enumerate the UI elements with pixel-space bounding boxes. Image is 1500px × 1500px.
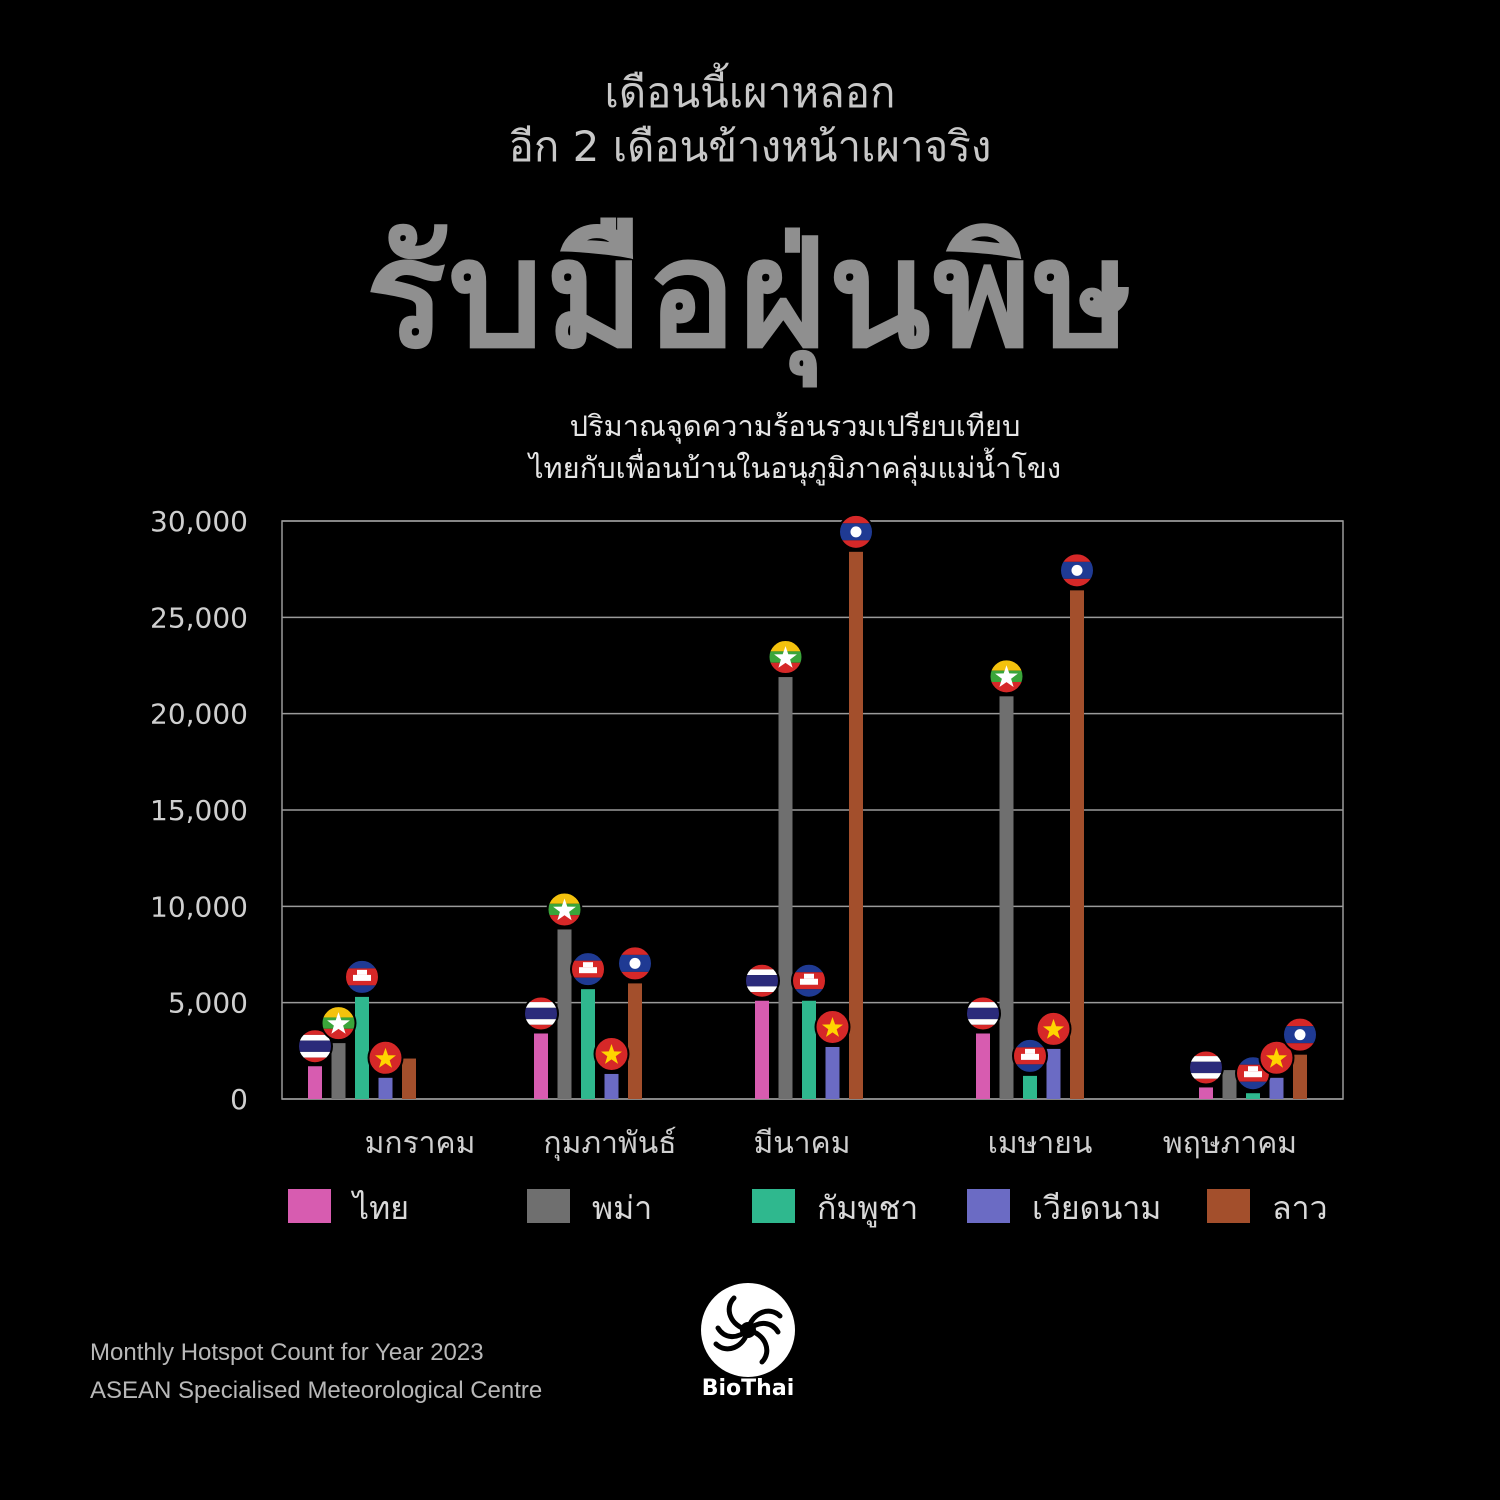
legend-swatch (752, 1189, 795, 1223)
biothai-logo-icon (701, 1283, 795, 1377)
bar (1269, 1077, 1284, 1099)
vietnam-flag-icon (367, 1039, 404, 1076)
thailand-flag-icon (297, 1028, 333, 1065)
cambodia-flag-icon (570, 951, 606, 988)
legend-label: พม่า (592, 1189, 652, 1227)
myanmar-flag-icon (320, 1005, 357, 1042)
bar (604, 1073, 619, 1099)
laos-flag-icon (1059, 552, 1095, 589)
legend-entry: เวียดนาม (967, 1189, 1161, 1227)
legend: ไทย พม่า กัมพูชา เวียดนาม ลาว (288, 1189, 1328, 1228)
main-title: รับมือฝุ่นพิษ (365, 208, 1135, 382)
laos-flag-icon (1282, 1016, 1318, 1053)
thailand-flag-icon (965, 995, 1001, 1032)
biothai-logo-text: BioThai (701, 1376, 795, 1401)
legend-label: ลาว (1272, 1189, 1328, 1227)
x-category-label: เมษายน (988, 1126, 1093, 1161)
myanmar-flag-icon (988, 658, 1025, 695)
bar (581, 989, 595, 1099)
bar (1199, 1087, 1213, 1099)
legend-label: ไทย (350, 1189, 409, 1227)
bar (1222, 1070, 1237, 1099)
legend-label: กัมพูชา (817, 1189, 918, 1228)
bar (802, 1000, 816, 1099)
x-category-label: กุมภาพันธ์ (543, 1126, 676, 1162)
y-tick-label: 15,000 (150, 794, 248, 827)
legend-label: เวียดนาม (1032, 1189, 1161, 1227)
bar (999, 696, 1014, 1099)
y-tick-label: 25,000 (150, 601, 248, 634)
bars (308, 551, 1307, 1099)
bar (331, 1043, 346, 1099)
headline-line-1: เดือนนี้เผาหลอก (604, 68, 896, 117)
y-tick-label: 5,000 (168, 987, 248, 1020)
headline-line-2: อีก 2 เดือนข้างหน้าเผาจริง (508, 122, 992, 171)
vietnam-flag-icon (814, 1008, 851, 1045)
vietnam-flag-icon (1035, 1010, 1072, 1047)
legend-entry: ไทย (288, 1189, 409, 1227)
source-line-1: Monthly Hotspot Count for Year 2023 (90, 1339, 484, 1366)
x-category-label: มีนาคม (754, 1126, 851, 1161)
x-category-label: มกราคม (365, 1126, 476, 1161)
myanmar-flag-icon (767, 639, 804, 676)
y-tick-label: 10,000 (150, 890, 248, 923)
bar (1293, 1054, 1307, 1099)
thailand-flag-icon (523, 995, 559, 1032)
bar (355, 996, 369, 1099)
legend-swatch (527, 1189, 570, 1223)
bar (1046, 1048, 1061, 1099)
bar (1246, 1093, 1260, 1099)
bar (378, 1077, 393, 1099)
bar (628, 983, 642, 1099)
legend-entry: กัมพูชา (752, 1189, 918, 1228)
cambodia-flag-icon (344, 958, 380, 995)
bar (755, 1000, 769, 1099)
bar (1070, 590, 1084, 1099)
myanmar-flag-icon (546, 891, 583, 928)
vietnam-flag-icon (593, 1035, 630, 1072)
legend-swatch (288, 1189, 331, 1223)
bar (402, 1058, 416, 1099)
y-tick-label: 20,000 (150, 698, 248, 731)
source-line-2: ASEAN Specialised Meteorological Centre (90, 1377, 543, 1404)
bar (778, 677, 793, 1099)
bar (976, 1033, 990, 1099)
bar (1023, 1075, 1037, 1099)
cambodia-flag-icon (1012, 1037, 1048, 1074)
thailand-flag-icon (744, 962, 780, 999)
legend-swatch (1207, 1189, 1250, 1223)
bar (849, 551, 863, 1099)
y-tick-label: 0 (230, 1083, 248, 1116)
chart-subtitle-1: ปริมาณจุดความร้อนรวมเปรียบเทียบ (569, 409, 1021, 443)
x-category-label: พฤษภาคม (1163, 1126, 1297, 1161)
laos-flag-icon (838, 513, 874, 550)
labels: 0 5,000 10,000 15,000 20,000 25,000 30,000 มกรา… (150, 505, 1297, 1162)
cambodia-flag-icon (791, 962, 827, 999)
bar (825, 1046, 840, 1099)
y-tick-label: 30,000 (150, 505, 248, 538)
chart-subtitle-2: ไทยกับเพื่อนบ้านในอนุภูมิภาคลุ่มแม่น้ำโข… (528, 451, 1062, 485)
bar (557, 929, 572, 1099)
legend-entry: พม่า (527, 1189, 652, 1227)
bar (534, 1033, 548, 1099)
thailand-flag-icon (1188, 1049, 1224, 1086)
laos-flag-icon (617, 945, 653, 982)
flags (297, 513, 1318, 1092)
legend-entry: ลาว (1207, 1189, 1328, 1227)
legend-swatch (967, 1189, 1010, 1223)
bar (308, 1066, 322, 1099)
